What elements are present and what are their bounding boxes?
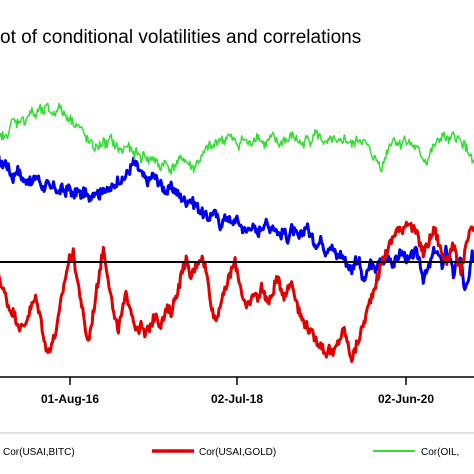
chart-title: ot of conditional volatilities and corre… — [0, 27, 362, 48]
x-tick-label: 01-Aug-16 — [41, 392, 99, 406]
legend-label-2: Cor(USAI,GOLD) — [199, 447, 276, 458]
series-line-1 — [0, 154, 474, 291]
x-tick-label: 02-Jul-18 — [211, 392, 263, 406]
series-line-3 — [0, 102, 474, 175]
legend-label-1: Cor(USAI,BITC) — [3, 447, 75, 458]
x-tick-label: 02-Jun-20 — [378, 392, 434, 406]
legend-label-3: Cor(OIL, — [421, 447, 459, 458]
series-line-2 — [0, 220, 474, 364]
